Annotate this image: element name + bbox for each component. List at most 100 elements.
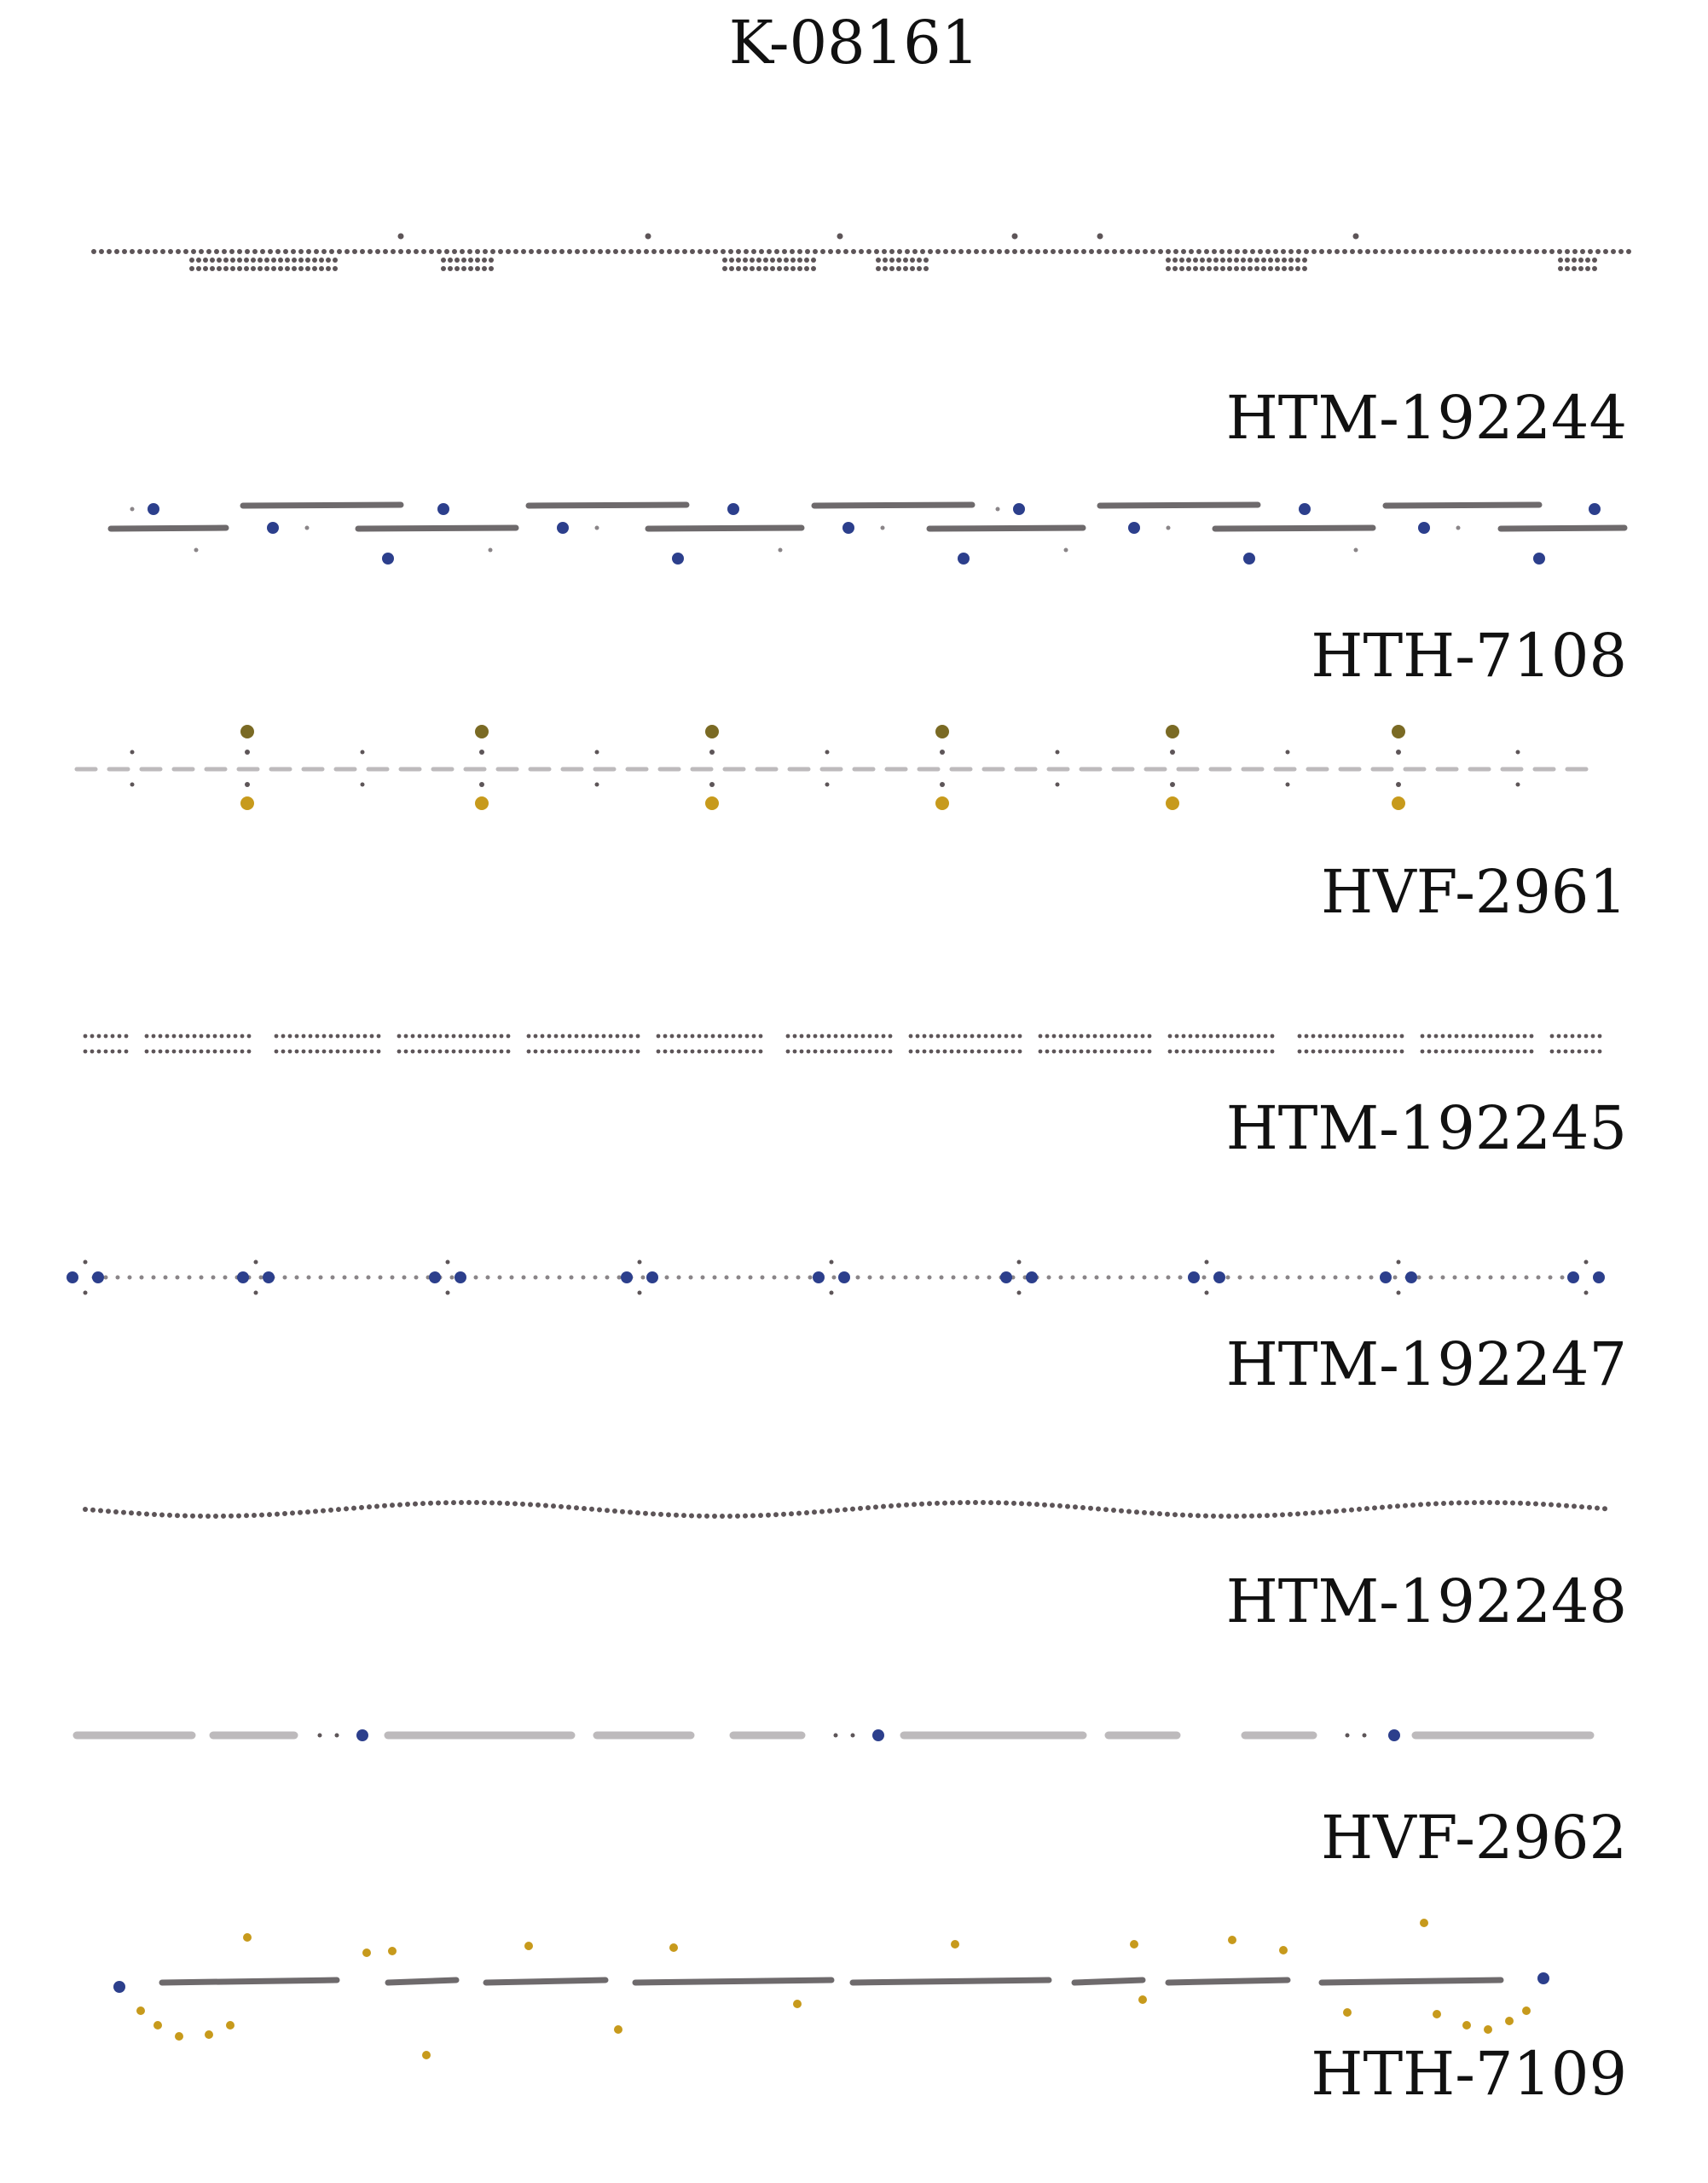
rhinestone	[136, 2006, 145, 2015]
rhinestone	[1275, 258, 1280, 263]
rhinestone	[165, 1034, 170, 1039]
rhinestone	[333, 258, 338, 263]
rhinestone	[167, 1512, 172, 1518]
rhinestone	[1188, 1049, 1193, 1054]
rhinestone	[1379, 1049, 1384, 1054]
rhinestone	[912, 249, 918, 254]
rhinestone	[1147, 1049, 1152, 1054]
rhinestone	[601, 1049, 606, 1054]
rhinestone	[874, 249, 879, 254]
rhinestone	[151, 1049, 156, 1054]
rhinestone	[927, 1501, 932, 1507]
rhinestone	[567, 249, 572, 254]
rhinestone	[219, 1049, 224, 1054]
rhinestone	[1249, 1049, 1254, 1054]
rhinestone	[1416, 1275, 1421, 1280]
rhinestone	[825, 782, 830, 787]
rhinestone	[83, 1507, 88, 1512]
rhinestone	[1418, 522, 1430, 534]
rhinestone	[304, 525, 310, 530]
rhinestone	[942, 1049, 947, 1054]
rhinestone	[1396, 1259, 1401, 1265]
rhinestone	[574, 1505, 579, 1511]
rhinestone	[709, 782, 715, 787]
rhinestone	[1595, 1505, 1600, 1511]
rhinestone	[1519, 249, 1524, 254]
rhinestone	[1549, 1049, 1555, 1054]
rhinestone	[175, 1513, 180, 1519]
rhinestone	[763, 258, 768, 263]
rhinestone	[151, 1034, 156, 1039]
rhinestone	[1295, 266, 1300, 271]
metal-bar	[1071, 1977, 1146, 1986]
rhinestone	[271, 266, 276, 271]
rhinestone	[383, 249, 388, 254]
rhinestone	[598, 249, 603, 254]
rhinestone	[421, 249, 426, 254]
rhinestone	[840, 1034, 845, 1039]
rhinestone	[910, 266, 915, 271]
rhinestone	[260, 249, 265, 254]
rhinestone	[1072, 1034, 1077, 1039]
rhinestone	[567, 1034, 572, 1039]
rhinestone	[1020, 249, 1025, 254]
rhinestone	[1080, 1505, 1086, 1511]
rhinestone	[929, 1034, 934, 1039]
rhinestone	[1172, 258, 1178, 263]
rhinestone	[306, 249, 311, 254]
rhinestone	[182, 1513, 188, 1519]
rhinestone	[301, 1034, 306, 1039]
rhinestone	[153, 2021, 162, 2030]
metal-bar	[525, 501, 690, 509]
rhinestone	[858, 1505, 863, 1511]
rhinestone	[1235, 249, 1240, 254]
rhinestone	[306, 1275, 311, 1280]
rhinestone	[790, 249, 795, 254]
rhinestone	[738, 1034, 743, 1039]
rhinestone	[793, 2000, 802, 2008]
rhinestone	[1134, 1509, 1139, 1515]
rhinestone	[940, 782, 945, 787]
rhinestone	[697, 1513, 702, 1519]
rhinestone	[1188, 1271, 1200, 1283]
rhinestone	[1227, 266, 1232, 271]
rhinestone	[785, 1034, 790, 1039]
rhinestone	[1113, 1034, 1118, 1039]
rhinestone	[1097, 249, 1102, 254]
rhinestone	[264, 258, 269, 263]
rhinestone	[83, 1034, 88, 1039]
rhinestone	[319, 266, 324, 271]
rhinestone	[367, 1504, 372, 1510]
rhinestone	[199, 249, 204, 254]
rhinestone	[1017, 1049, 1022, 1054]
rhinestone	[1502, 1034, 1507, 1039]
rhinestone	[1481, 1049, 1486, 1054]
rhinestone	[1118, 1275, 1123, 1280]
rhinestone	[750, 1513, 756, 1519]
rhinestone	[1522, 1049, 1527, 1054]
rhinestone	[874, 1049, 879, 1054]
rhinestone	[1229, 1034, 1234, 1039]
rhinestone	[356, 1729, 368, 1741]
rhinestone	[1028, 249, 1033, 254]
rhinestone	[1228, 1936, 1236, 1944]
rhinestone-strip-5	[67, 1259, 1605, 1295]
metal-bar	[240, 501, 404, 509]
rhinestone	[560, 1034, 565, 1039]
rhinestone	[1558, 258, 1563, 263]
rhinestone	[566, 1504, 571, 1510]
rhinestone	[1089, 249, 1094, 254]
rhinestone	[1106, 1049, 1111, 1054]
rhinestone	[1242, 1034, 1248, 1039]
rhinestone	[267, 522, 279, 534]
rhinestone	[1295, 258, 1300, 263]
rhinestone	[526, 1034, 531, 1039]
rhinestone	[468, 266, 473, 271]
rhinestone	[1180, 1512, 1185, 1518]
rhinestone	[620, 1508, 625, 1514]
rhinestone	[1495, 1500, 1500, 1506]
rhinestone	[724, 1275, 729, 1280]
rhinestone	[472, 1034, 477, 1039]
rhinestone	[581, 1034, 586, 1039]
rhinestone	[935, 1034, 941, 1039]
